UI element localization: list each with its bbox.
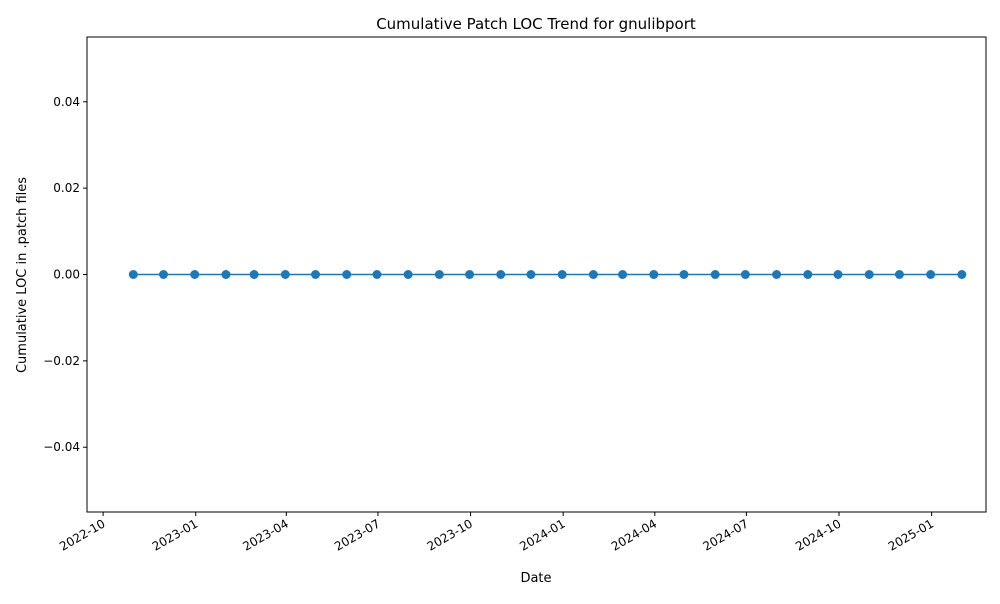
data-point [342, 270, 352, 279]
data-point [894, 270, 904, 279]
x-tick-label: 2024-07 [700, 516, 750, 553]
data-point [957, 270, 967, 279]
data-point [710, 270, 720, 279]
data-point [926, 270, 936, 279]
data-point [128, 270, 138, 279]
data-point [372, 270, 382, 279]
x-tick-label: 2023-04 [240, 516, 290, 553]
x-axis-ticks: 2022-10 2023-01 2023-04 2023-07 2023-10 2024-… [57, 512, 936, 554]
chart-title: Cumulative Patch LOC Trend for gnulibpor… [376, 15, 696, 33]
data-point [833, 270, 843, 279]
x-tick-label: 2023-10 [425, 516, 475, 553]
data-point [526, 270, 536, 279]
series-layer [128, 270, 967, 279]
x-tick-label: 2024-10 [793, 516, 843, 553]
data-point [311, 270, 321, 279]
data-point [249, 270, 259, 279]
data-point [403, 270, 413, 279]
data-point [496, 270, 506, 279]
data-point [864, 270, 874, 279]
data-point [679, 270, 689, 279]
data-point [465, 270, 475, 279]
x-tick-label: 2025-01 [886, 516, 936, 553]
x-tick-label: 2024-04 [609, 516, 659, 553]
data-point [190, 270, 200, 279]
x-tick-label: 2023-01 [150, 516, 200, 553]
data-point [772, 270, 782, 279]
y-tick-label: 0.02 [53, 181, 80, 195]
x-tick-label: 2023-07 [332, 516, 382, 553]
data-point [557, 270, 567, 279]
x-axis-label: Date [520, 571, 551, 586]
y-tick-label: −0.02 [43, 354, 80, 368]
data-point [280, 270, 290, 279]
x-tick-label: 2022-10 [57, 516, 107, 553]
data-point [159, 270, 169, 279]
data-point [740, 270, 750, 279]
y-tick-label: 0.00 [53, 268, 80, 282]
data-point [649, 270, 659, 279]
data-point [588, 270, 598, 279]
y-axis-ticks: −0.04 −0.02 0.00 0.02 0.04 [43, 95, 87, 454]
data-point [221, 270, 231, 279]
y-tick-label: 0.04 [53, 95, 80, 109]
x-tick-label: 2024-01 [517, 516, 567, 553]
y-tick-label: −0.04 [43, 440, 80, 454]
data-point [803, 270, 813, 279]
data-point [434, 270, 444, 279]
y-axis-label: Cumulative LOC in .patch files [15, 177, 30, 373]
data-point [618, 270, 628, 279]
